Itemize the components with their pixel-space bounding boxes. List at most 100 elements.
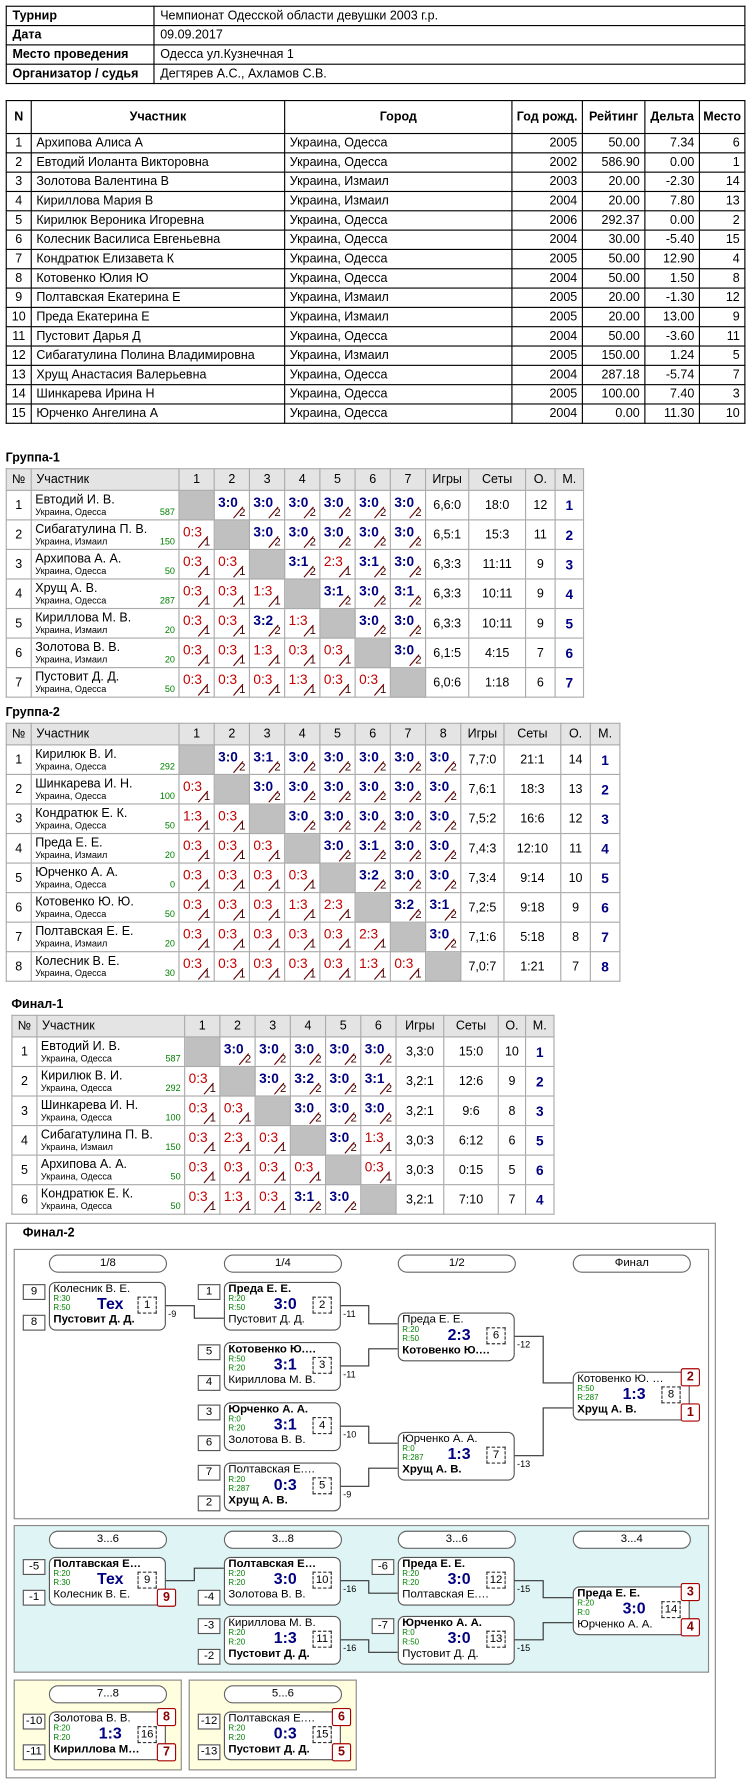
result-cell: 0:3 1 [184,1065,221,1097]
result-points: 1 [274,968,281,981]
result-points: 1 [280,1201,287,1214]
result-points: 2 [415,879,422,893]
participant-cell: Евтодий Иоланта Викторовна [30,152,286,173]
result-points: 1 [244,1112,252,1125]
result-score: 3:0 [429,837,450,854]
group-body: 1 Евтодий И. В. Украина, Одесса 587 3:0 2 3:0 2… [5,489,585,698]
result-cell: 0:3 1 [360,1154,397,1186]
result-score: 3:0 [323,748,344,765]
result-box: 0:3 1 [180,775,214,803]
result-score: 3:0 [329,1099,350,1116]
participant-cell: 0.00 [644,152,700,173]
result-score: 3:1 [323,582,344,599]
player-cell: Сибагатулина П. В. Украина, Измаил 150 [36,1124,186,1156]
result-score: 3:0 [394,553,415,570]
result-score: 0:3 [218,896,238,913]
column-header: Игры [460,722,505,746]
player-name: Пустовит Д. Д. [228,1647,310,1661]
self-cell [324,1154,362,1186]
player-name: Кирилюк В. И. [35,747,117,762]
player-cell: Кириллова М. В. Украина, Измаил 20 [30,607,180,639]
column-header: Место [698,99,746,135]
participant-cell: 7.80 [644,190,700,212]
result-score: 3:0 [359,612,379,629]
result-cell: 3:2 2 [354,862,391,894]
result-score: 3:0 [359,807,379,824]
result-score: 0:3 [182,837,202,854]
result-box: 3:0 2 [326,1185,360,1214]
place-box: 5 [331,1743,352,1762]
games: 6,1:5 [424,637,470,669]
row-number: 2 [11,1065,38,1097]
participant-cell: 9 [698,306,746,328]
result-cell: 3:0 2 [389,773,427,805]
result-score: 0:3 [323,642,343,658]
column-header: Участник [30,99,286,135]
result-score: 3:0 [359,494,379,511]
result-points: 2 [450,879,457,893]
result-box: 0:3 1 [215,639,249,667]
result-score: 3:0 [253,523,274,540]
result-box: 3:0 2 [250,775,284,803]
result-box: 0:3 1 [185,1185,219,1214]
match-number: 13 [486,1630,506,1648]
result-score: 3:0 [394,612,415,629]
info-key: Дата [5,24,155,46]
result-score: 0:3 [182,642,202,658]
player-rating: 50 [170,1171,181,1182]
result-points: 1 [203,684,211,697]
result-points: 2 [380,624,387,638]
info-row: Место проведения Одесса ул.Кузнечная 1 [5,44,746,65]
result-points: 1 [344,684,352,697]
info-key: Организатор / судья [5,63,155,85]
result-box: 3:0 2 [391,520,425,549]
row-number: 3 [5,803,32,835]
result-points: 2 [415,761,422,774]
loser-destination: -12 [517,1339,531,1350]
sets: 11:11 [468,548,527,580]
result-points: 1 [203,968,211,981]
player-city: Украина, Одесса [35,790,107,802]
result-score: 3:0 [329,1129,350,1146]
player-sub: Украина, Одесса 100 [41,1112,181,1122]
result-box: 0:3 1 [185,1067,219,1095]
participant-cell: 15 [698,229,746,250]
self-cell [248,548,286,580]
points: 6 [524,667,556,698]
result-box: 1:3 1 [285,893,319,922]
group-head: № Участник 1 2 3 4 5 6 7 8 Игры Сеты О. М. [5,722,621,746]
result-box: 0:3 1 [185,1156,219,1184]
player-sub: Украина, Одесса 287 [35,595,175,605]
result-cell: 3:0 2 [424,832,462,864]
group-row: 5 Юрченко А. А. Украина, Одесса 0 0:3 1 0:3 1 0:… [5,862,621,894]
result-points: 2 [274,624,281,638]
participant-cell: 2004 [511,190,583,212]
result-score: 2:3 [323,553,343,570]
place-box: 6 [331,1707,352,1727]
points: 10 [560,862,591,894]
games: 6,3:3 [424,548,470,580]
result-score: 0:3 [359,671,379,688]
row-number: 4 [5,578,32,610]
result-box: 3:0 2 [356,609,390,637]
header-row: № Участник 1 2 3 4 5 6 7 Игры Сеты О. М. [5,468,585,491]
games: 7,2:5 [460,892,505,923]
seed-box: 7 [197,1464,221,1481]
participant-cell: 0.00 [644,210,700,231]
result-cell: 0:3 1 [213,892,250,923]
result-cell: 0:3 1 [254,1184,291,1215]
result-box: 0:3 1 [220,1097,254,1125]
result-score: 0:3 [294,1159,314,1175]
result-cell: 0:3 1 [178,667,215,698]
points: 9 [524,607,556,639]
result-points: 1 [309,909,316,922]
match-score: 3:0 [447,1628,471,1647]
result-score: 0:3 [188,1159,208,1175]
points: 5 [497,1154,527,1186]
match-number: 4 [312,1417,332,1435]
sets: 1:21 [503,951,562,982]
result-cell: 1:3 1 [354,951,391,982]
column-header: 2 [219,1014,256,1038]
result-cell: 3:0 2 [354,578,391,610]
